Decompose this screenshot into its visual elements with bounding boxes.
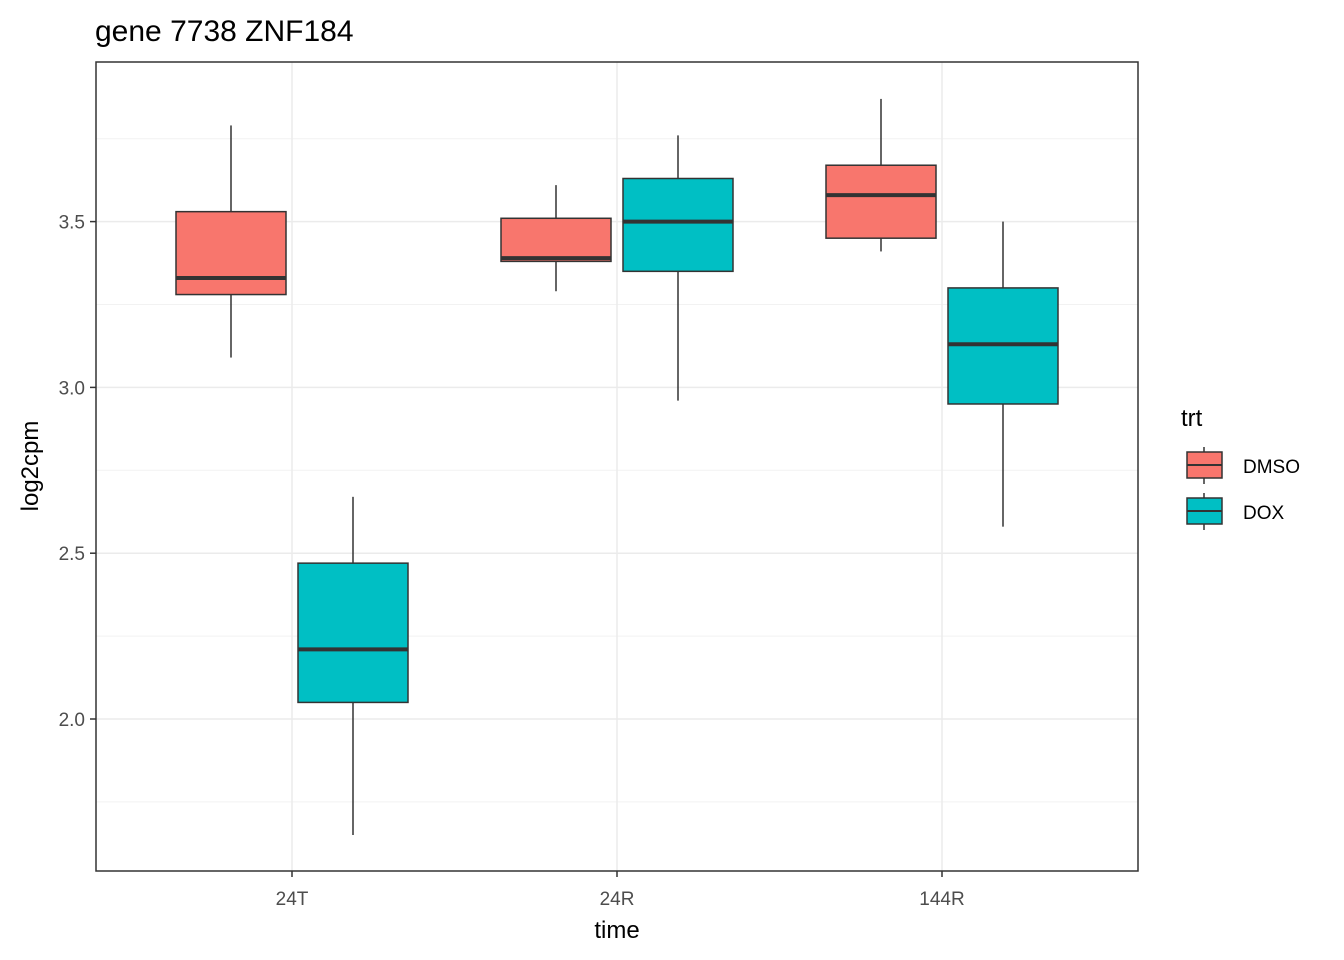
legend-item-dmso: DMSO <box>1186 447 1300 484</box>
y-axis-title: log2cpm <box>17 421 44 512</box>
legend-label: DOX <box>1243 503 1285 524</box>
box-dmso-24t <box>175 125 287 358</box>
box-dox-144r <box>947 221 1059 527</box>
chart-title: gene 7738 ZNF184 <box>95 15 354 48</box>
legend-title: trt <box>1181 405 1203 432</box>
box-body <box>825 164 937 239</box>
x-tick-label: 24T <box>276 889 309 910</box>
x-axis-title: time <box>594 917 639 944</box>
legend: trt DMSO DOX <box>1181 405 1300 530</box>
y-tick-label: 2.5 <box>59 544 85 565</box>
x-tick-label: 24R <box>600 889 635 910</box>
box-dox-24t <box>297 496 409 836</box>
legend-item-dox: DOX <box>1186 493 1285 530</box>
y-tick-label: 3.5 <box>59 213 85 234</box>
box-dox-24r <box>622 135 734 401</box>
box-body <box>297 562 409 704</box>
box-body <box>175 210 287 296</box>
box-dmso-144r <box>825 98 937 252</box>
y-tick-label: 2.0 <box>59 710 85 731</box>
box-dmso-24r <box>500 185 612 292</box>
box-body <box>500 217 612 263</box>
box-body <box>622 177 734 273</box>
y-axis: 2.0 2.5 3.0 3.5 <box>59 213 96 731</box>
x-tick-label: 144R <box>919 889 964 910</box>
legend-label: DMSO <box>1243 457 1300 478</box>
y-tick-label: 3.0 <box>59 378 85 399</box>
boxes <box>175 98 1059 836</box>
x-axis: 24T 24R 144R <box>276 871 965 910</box>
